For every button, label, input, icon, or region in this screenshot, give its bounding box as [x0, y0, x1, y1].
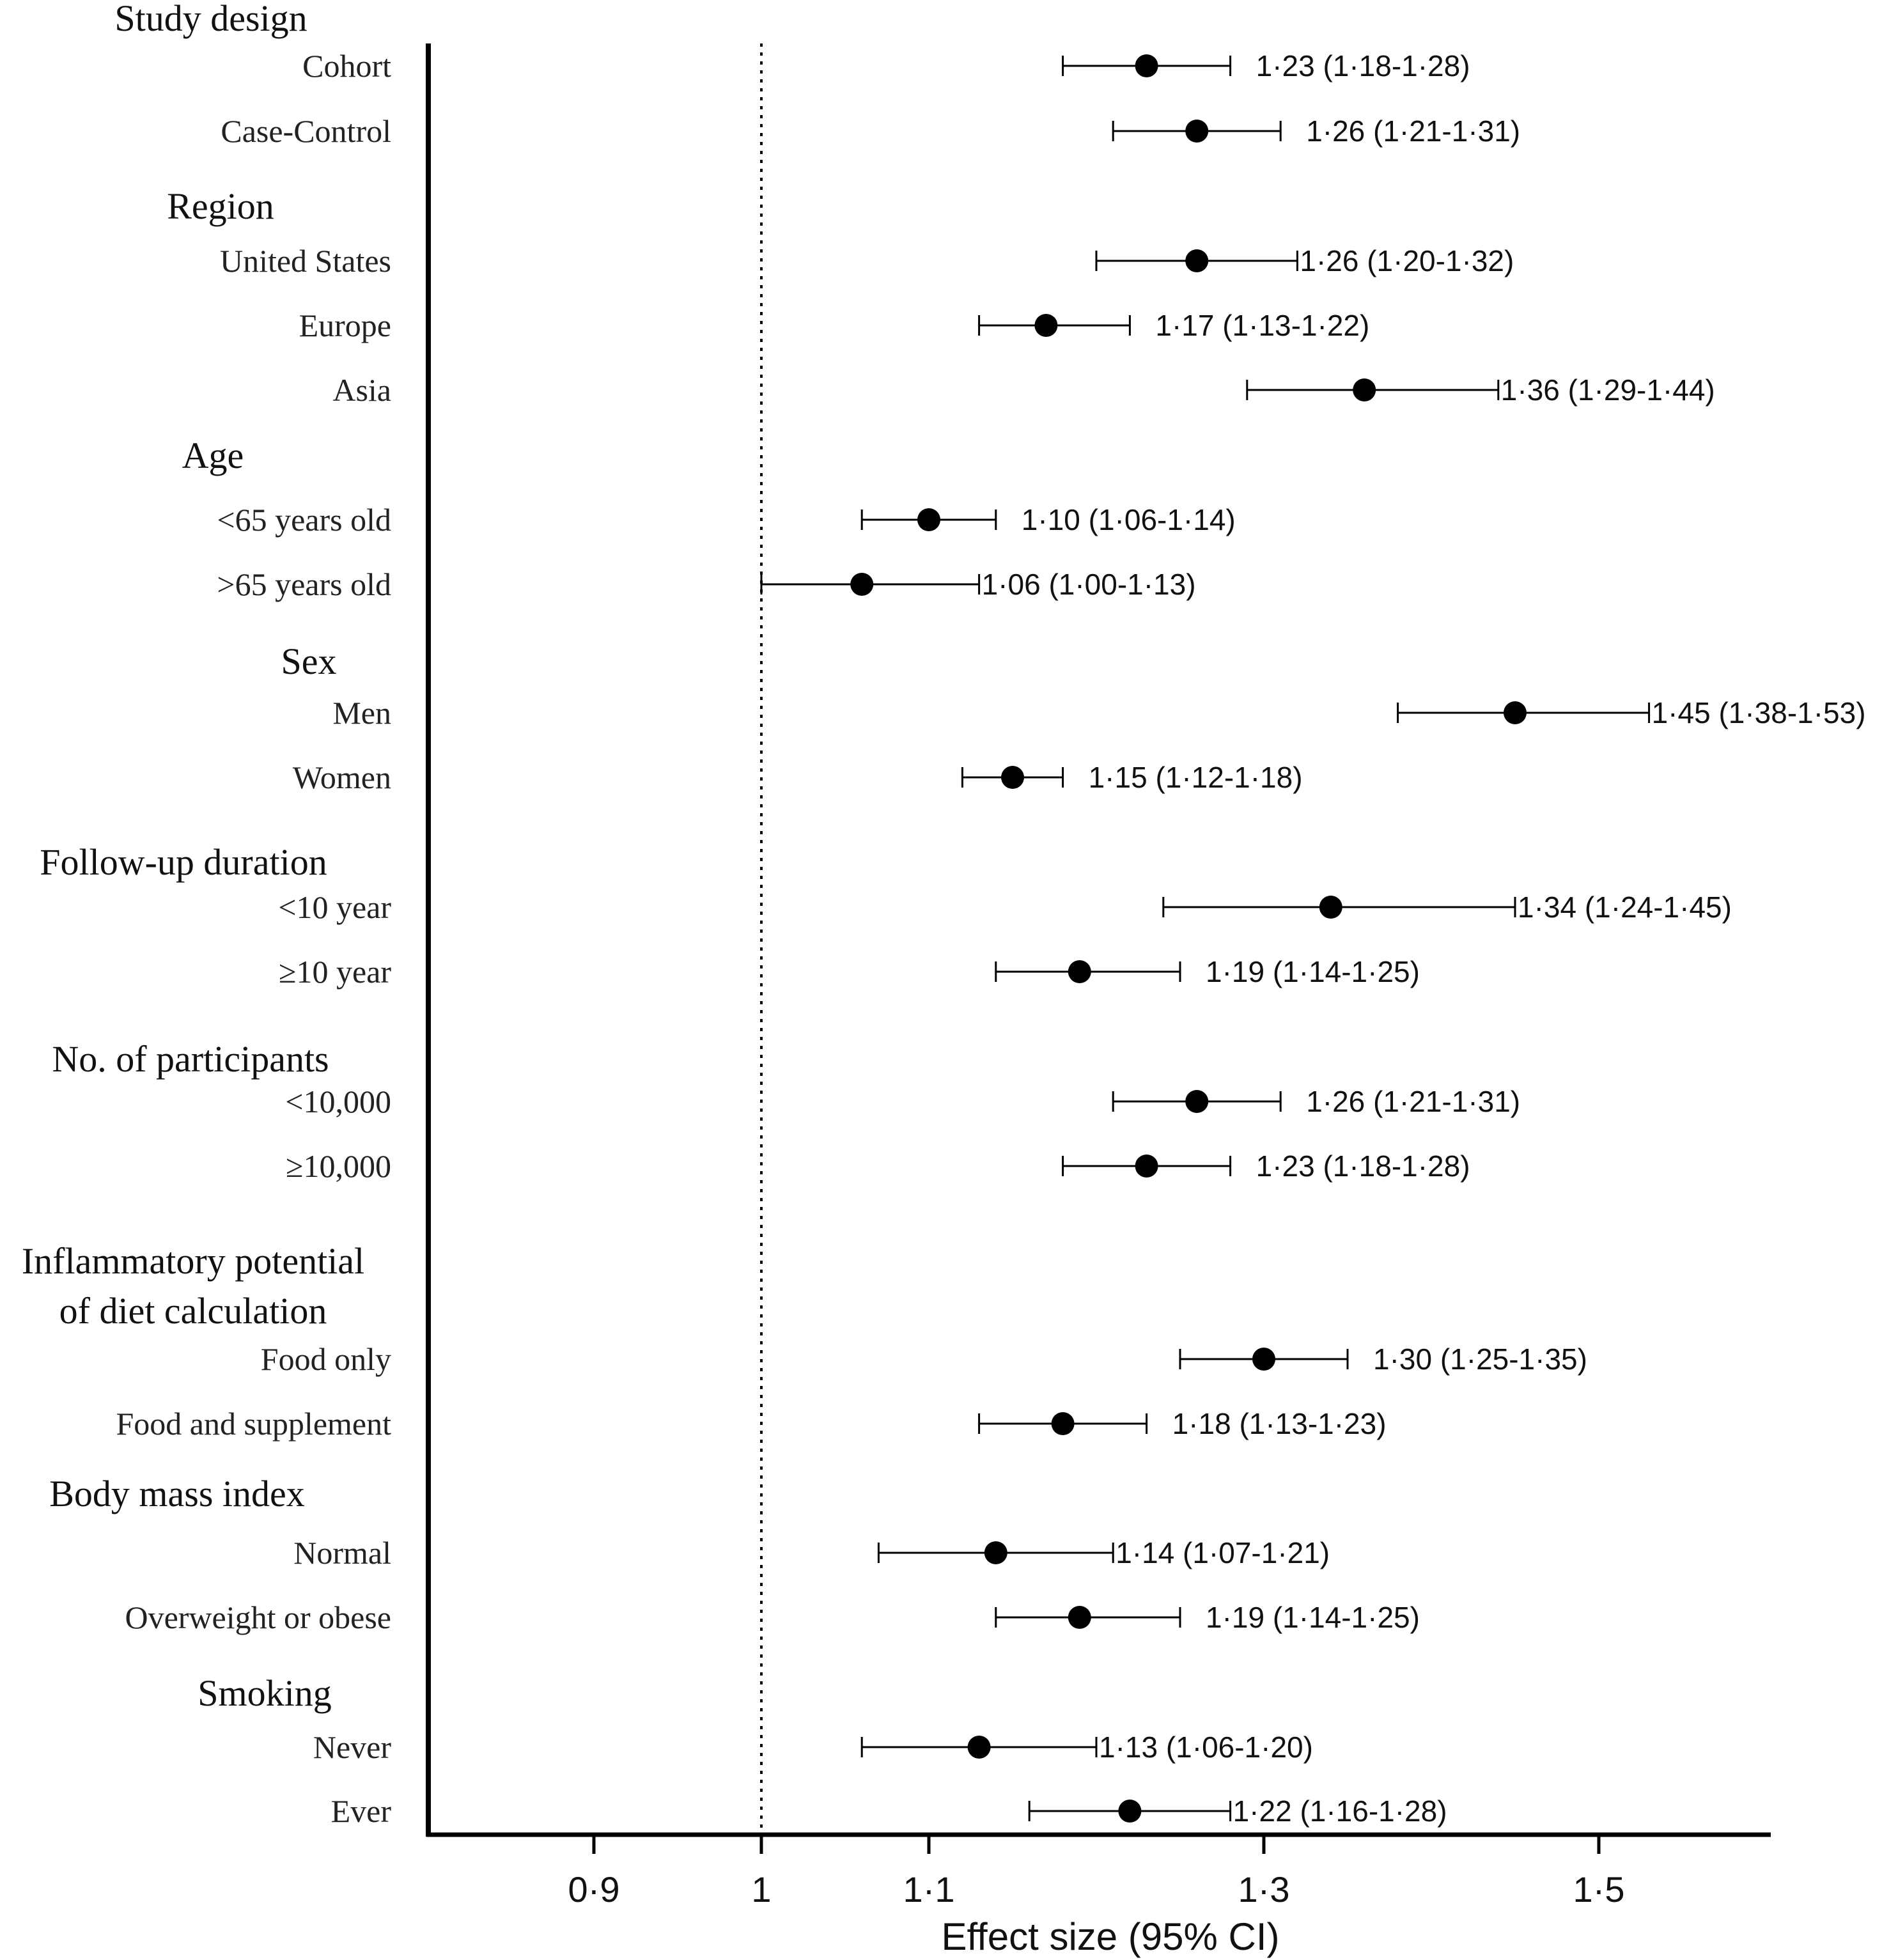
- estimate-label: 1·26 (1·20-1·32): [1300, 244, 1514, 277]
- group-label: Follow-up duration: [40, 841, 327, 883]
- row-label: Ever: [331, 1793, 392, 1829]
- estimate-label: 1·18 (1·13-1·23): [1172, 1407, 1387, 1440]
- point-estimate: [1185, 249, 1209, 272]
- point-estimate: [1068, 1606, 1091, 1629]
- row-label: Cohort: [302, 48, 391, 84]
- estimate-label: 1·13 (1·06-1·20): [1099, 1731, 1313, 1764]
- row-label: Men: [332, 695, 391, 731]
- estimate-label: 1·19 (1·14-1·25): [1206, 1601, 1420, 1634]
- point-estimate: [1319, 896, 1342, 919]
- group-label: Sex: [281, 641, 337, 682]
- estimate-label: 1·14 (1·07-1·21): [1116, 1536, 1330, 1569]
- estimate-label: 1·17 (1·13-1·22): [1155, 309, 1369, 342]
- row-label: ≥10 year: [279, 954, 391, 990]
- group-label: Inflammatory potential: [22, 1240, 364, 1282]
- group-label: No. of participants: [52, 1038, 329, 1080]
- x-tick-label: 0·9: [568, 1869, 620, 1909]
- group-label: Age: [182, 435, 244, 476]
- row-label: <10 year: [278, 889, 391, 925]
- row-label: Case-Control: [221, 113, 391, 149]
- point-estimate: [1068, 960, 1091, 983]
- row-label: Never: [313, 1729, 391, 1765]
- plot-area: 1·23 (1·18-1·28) 1·26 (1·21-1·31) 1·26 (1·…: [760, 43, 1866, 1835]
- estimate-label: 1·15 (1·12-1·18): [1089, 761, 1303, 794]
- group-label: Smoking: [198, 1672, 332, 1714]
- row-label: <65 years old: [217, 502, 391, 538]
- point-estimate: [1034, 314, 1058, 337]
- point-estimate: [917, 508, 940, 531]
- estimate-label: 1·26 (1·21-1·31): [1306, 114, 1520, 148]
- group-label: Study design: [114, 0, 307, 39]
- row-labels: Study design Cohort Case-Control Region Unit…: [22, 0, 392, 1829]
- point-estimate: [967, 1736, 991, 1759]
- point-estimate: [1504, 701, 1527, 724]
- point-estimate: [1001, 766, 1024, 789]
- estimate-label: 1·23 (1·18-1·28): [1256, 49, 1470, 82]
- estimate-label: 1·36 (1·29-1·44): [1501, 373, 1715, 407]
- estimate-label: 1·34 (1·24-1·45): [1518, 891, 1732, 924]
- estimate-label: 1·26 (1·21-1·31): [1306, 1085, 1520, 1118]
- x-tick-label: 1: [751, 1869, 771, 1909]
- group-label: Body mass index: [49, 1473, 305, 1514]
- row-label: United States: [220, 243, 391, 279]
- x-tick-label: 1·3: [1238, 1869, 1290, 1909]
- point-estimate: [1252, 1348, 1275, 1371]
- group-label: of diet calculation: [59, 1290, 327, 1332]
- point-estimate: [850, 573, 874, 596]
- point-estimate: [1135, 54, 1158, 77]
- x-tick-label: 1·5: [1573, 1869, 1625, 1909]
- x-tick-label: 1·1: [903, 1869, 955, 1909]
- row-label: Food and supplement: [116, 1406, 391, 1442]
- x-axis: 0·9 1 1·1 1·3 1·5 Effect size (95% CI): [426, 43, 1771, 1958]
- point-estimate: [1353, 378, 1376, 401]
- point-estimate: [1185, 1090, 1209, 1113]
- estimate-label: 1·30 (1·25-1·35): [1373, 1342, 1587, 1376]
- estimate-label: 1·06 (1·00-1·13): [982, 568, 1196, 601]
- group-label: Region: [167, 185, 274, 227]
- point-estimate: [984, 1541, 1007, 1564]
- row-label: Women: [293, 759, 391, 795]
- row-label: >65 years old: [217, 566, 391, 602]
- row-label: ≥10,000: [286, 1148, 391, 1184]
- estimate-label: 1·22 (1·16-1·28): [1233, 1794, 1447, 1828]
- row-label: Food only: [261, 1341, 391, 1377]
- point-estimate: [1051, 1412, 1075, 1435]
- estimate-label: 1·23 (1·18-1·28): [1256, 1149, 1470, 1183]
- row-label: Europe: [299, 307, 391, 343]
- estimate-label: 1·45 (1·38-1·53): [1652, 696, 1866, 729]
- row-label: Normal: [293, 1535, 391, 1571]
- estimate-label: 1·19 (1·14-1·25): [1206, 955, 1420, 988]
- point-estimate: [1135, 1155, 1158, 1178]
- x-axis-title: Effect size (95% CI): [941, 1915, 1279, 1958]
- row-label: Overweight or obese: [125, 1599, 391, 1635]
- row-label: <10,000: [285, 1084, 391, 1119]
- row-label: Asia: [332, 372, 391, 408]
- point-estimate: [1185, 120, 1209, 143]
- estimate-label: 1·10 (1·06-1·14): [1022, 503, 1236, 536]
- point-estimate: [1118, 1800, 1142, 1823]
